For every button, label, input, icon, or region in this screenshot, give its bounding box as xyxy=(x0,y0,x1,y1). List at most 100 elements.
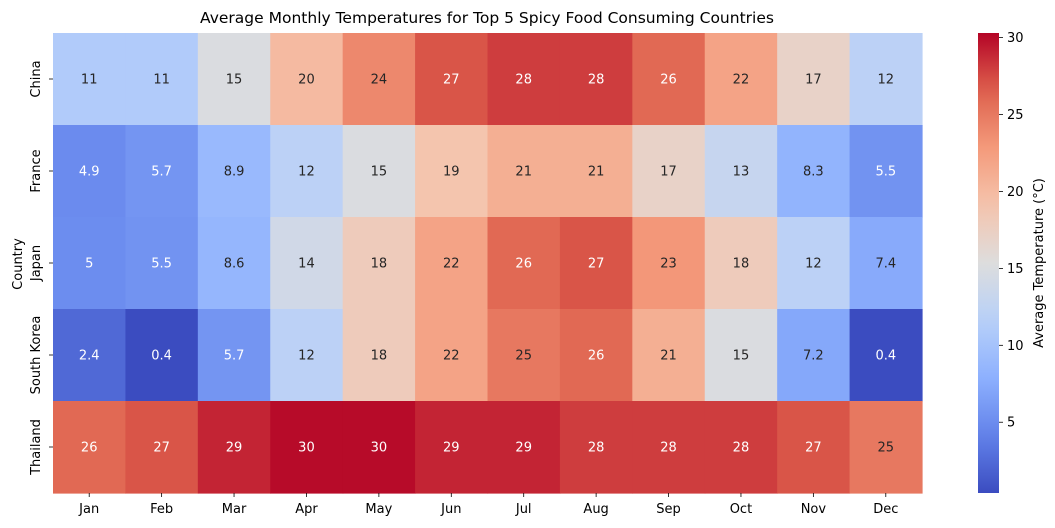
heatmap-cell xyxy=(53,217,127,310)
heatmap-cell xyxy=(632,125,706,218)
y-tick-label: China xyxy=(29,60,44,97)
cell-value-label: 21 xyxy=(588,165,605,180)
cell-value-label: 30 xyxy=(298,441,315,456)
x-tick-label: May xyxy=(365,502,392,517)
cell-value-label: 8.6 xyxy=(224,257,245,272)
cell-value-label: 29 xyxy=(515,441,532,456)
heatmap-cell xyxy=(704,309,778,402)
heatmap-cell xyxy=(849,217,923,310)
colorbar-label: Average Temperature (°C) xyxy=(1032,178,1047,348)
heatmap-cell xyxy=(487,33,561,126)
cell-value-label: 27 xyxy=(588,257,605,272)
heatmap-cell xyxy=(342,217,416,310)
heatmap-cell xyxy=(777,217,851,310)
heatmap-cell xyxy=(53,401,127,494)
y-tick-label: Thailand xyxy=(29,419,44,476)
heatmap-cell xyxy=(197,33,271,126)
heatmap-cell xyxy=(270,33,344,126)
x-tick-label: Feb xyxy=(150,502,173,517)
cell-value-label: 22 xyxy=(443,257,460,272)
cell-annotations: 11 11 15 20 24 27 28 28 26 22 17 12 4.9 5.7 8.9 12 15 19 2… xyxy=(79,73,896,456)
heatmap-cell xyxy=(777,309,851,402)
y-axis-label: Country xyxy=(11,238,26,290)
cell-value-label: 11 xyxy=(81,73,98,88)
chart-title: Average Monthly Temperatures for Top 5 S… xyxy=(200,9,774,27)
cell-value-label: 27 xyxy=(443,73,460,88)
cell-value-label: 13 xyxy=(733,165,750,180)
y-tick-label: Japan xyxy=(29,245,44,282)
heatmap-cells xyxy=(53,33,923,494)
cell-value-label: 22 xyxy=(443,349,460,364)
cell-value-label: 0.4 xyxy=(151,349,172,364)
cell-value-label: 26 xyxy=(588,349,605,364)
cell-value-label: 28 xyxy=(733,441,750,456)
heatmap-cell xyxy=(632,217,706,310)
cell-value-label: 19 xyxy=(443,165,460,180)
heatmap-cell xyxy=(342,309,416,402)
colorbar-gradient xyxy=(978,33,999,493)
heatmap-cell xyxy=(125,33,199,126)
heatmap-cell xyxy=(197,125,271,218)
cell-value-label: 29 xyxy=(226,441,243,456)
heatmap-cell xyxy=(487,125,561,218)
cell-value-label: 24 xyxy=(371,73,388,88)
heatmap-cell xyxy=(487,401,561,494)
heatmap-cell xyxy=(704,401,778,494)
heatmap-cell xyxy=(53,125,127,218)
cell-value-label: 23 xyxy=(660,257,677,272)
x-tick-label: Apr xyxy=(295,502,318,517)
heatmap-cell xyxy=(415,217,489,310)
cell-value-label: 5 xyxy=(85,257,93,272)
cell-value-label: 5.5 xyxy=(151,257,172,272)
heatmap-cell xyxy=(704,125,778,218)
cell-value-label: 8.3 xyxy=(803,165,824,180)
heatmap-cell xyxy=(125,309,199,402)
colorbar-tick-label: 25 xyxy=(1007,108,1024,123)
cell-value-label: 15 xyxy=(371,165,388,180)
cell-value-label: 7.2 xyxy=(803,349,824,364)
heatmap-cell xyxy=(125,125,199,218)
cell-value-label: 17 xyxy=(805,73,822,88)
x-tick-label: Oct xyxy=(730,502,752,517)
heatmap-cell xyxy=(270,309,344,402)
heatmap-cell xyxy=(125,217,199,310)
heatmap-cell xyxy=(125,401,199,494)
heatmap-cell xyxy=(777,125,851,218)
heatmap-cell xyxy=(53,309,127,402)
colorbar-tick-label: 15 xyxy=(1007,262,1024,277)
colorbar-tick-label: 20 xyxy=(1007,185,1024,200)
heatmap-cell xyxy=(704,217,778,310)
cell-value-label: 29 xyxy=(443,441,460,456)
heatmap-cell xyxy=(270,401,344,494)
x-tick-label: Jun xyxy=(440,502,461,517)
heatmap-cell xyxy=(849,125,923,218)
cell-value-label: 28 xyxy=(588,441,605,456)
cell-value-label: 12 xyxy=(805,257,822,272)
heatmap-cell xyxy=(487,217,561,310)
cell-value-label: 18 xyxy=(371,349,388,364)
x-axis: Jan Feb Mar Apr May Jun Jul Aug Sep Oct Nov Dec xyxy=(78,493,898,517)
cell-value-label: 4.9 xyxy=(79,165,100,180)
cell-value-label: 12 xyxy=(298,165,315,180)
cell-value-label: 5.7 xyxy=(151,165,172,180)
x-tick-label: Nov xyxy=(801,502,827,517)
heatmap-cell xyxy=(849,309,923,402)
heatmap-cell xyxy=(197,217,271,310)
cell-value-label: 17 xyxy=(660,165,677,180)
heatmap-cell xyxy=(415,33,489,126)
x-tick-label: Jan xyxy=(78,502,99,517)
heatmap-cell xyxy=(632,401,706,494)
cell-value-label: 12 xyxy=(878,73,895,88)
heatmap-cell xyxy=(632,309,706,402)
cell-value-label: 7.4 xyxy=(875,257,896,272)
heatmap-cell xyxy=(559,217,633,310)
cell-value-label: 20 xyxy=(298,73,315,88)
heatmap-cell xyxy=(270,217,344,310)
cell-value-label: 28 xyxy=(588,73,605,88)
cell-value-label: 11 xyxy=(153,73,170,88)
x-tick-label: Sep xyxy=(656,502,681,517)
colorbar-ticks: 5 10 15 20 25 30 xyxy=(999,31,1024,431)
cell-value-label: 18 xyxy=(733,257,750,272)
heatmap-cell xyxy=(632,33,706,126)
cell-value-label: 27 xyxy=(153,441,170,456)
